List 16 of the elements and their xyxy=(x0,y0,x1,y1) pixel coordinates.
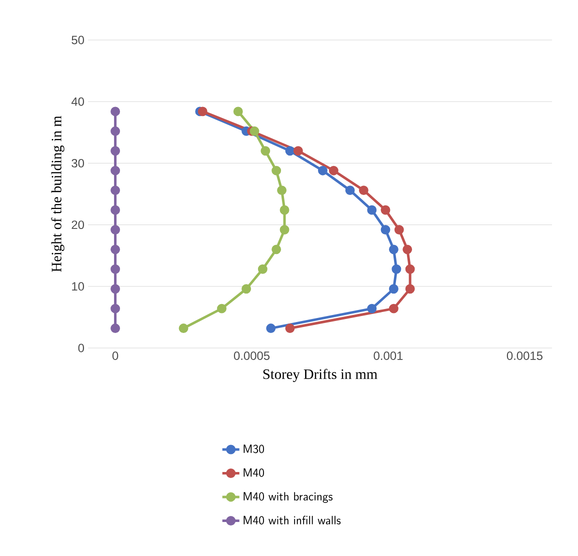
legend-label: M40 with bracings xyxy=(244,492,333,503)
x-tick-label: 0.001 xyxy=(374,352,403,360)
y-tick-label: 30 xyxy=(72,158,84,168)
y-tick-label: 50 xyxy=(72,36,84,44)
y-tick-label: 20 xyxy=(72,220,84,230)
x-axis-title: Storey Drifts in mm xyxy=(263,368,378,382)
y-tick-label: 0 xyxy=(78,344,84,352)
x-tick-label: 0.0005 xyxy=(234,352,270,360)
x-tick-label: 0.0015 xyxy=(506,352,542,360)
y-tick-label: 40 xyxy=(71,97,84,106)
x-tick-label: 0 xyxy=(112,352,118,360)
legend-label: M30 xyxy=(244,444,264,454)
legend-label: M40 xyxy=(244,468,264,477)
y-tick-label: 10 xyxy=(72,282,84,291)
legend-label: M40 with infill walls xyxy=(244,516,341,524)
y-axis-title: Height of the building in m xyxy=(51,116,64,272)
